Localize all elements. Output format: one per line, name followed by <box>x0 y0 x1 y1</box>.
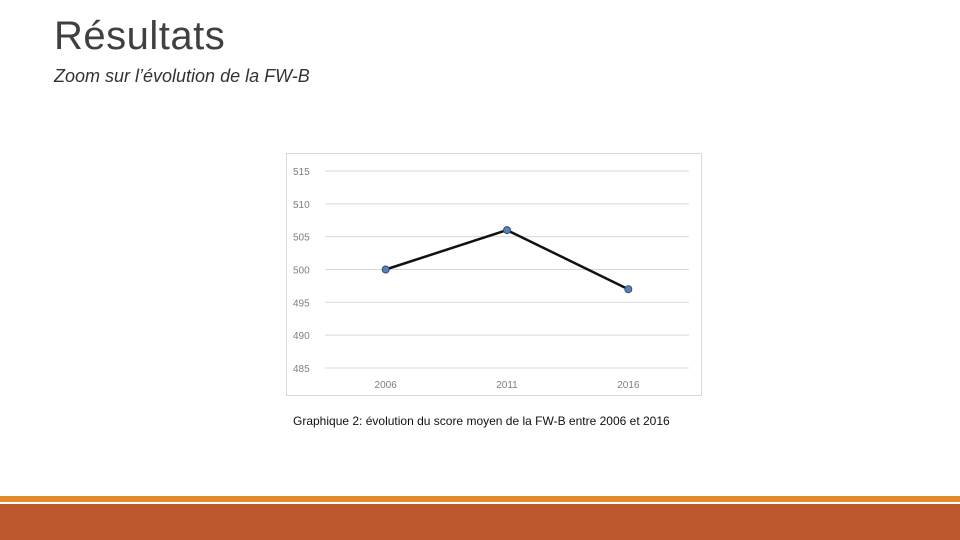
slide-title: Résultats <box>54 14 226 58</box>
y-tick-label: 500 <box>293 266 310 277</box>
y-tick-label: 495 <box>293 298 310 309</box>
y-tick-label: 485 <box>293 364 310 375</box>
y-tick-label: 515 <box>293 167 310 178</box>
line-chart: 515 510 505 500 495 490 485 2006 2011 2016 <box>293 167 689 391</box>
y-tick-label: 490 <box>293 331 310 342</box>
data-point <box>381 265 390 274</box>
footer-accent-bar <box>0 504 960 540</box>
x-tick-label: 2016 <box>617 380 640 391</box>
chart-caption: Graphique 2: évolution du score moyen de… <box>293 414 670 428</box>
series-line <box>385 228 629 291</box>
chart-frame: 515 510 505 500 495 490 485 2006 2011 2016 <box>286 153 702 396</box>
slide-subtitle: Zoom sur l’évolution de la FW-B <box>54 66 310 86</box>
data-point <box>503 226 511 235</box>
data-point <box>624 285 633 294</box>
x-tick-label: 2006 <box>375 380 398 391</box>
footer-accent-line <box>0 496 960 502</box>
y-tick-label: 505 <box>293 233 310 244</box>
y-tick-label: 510 <box>293 200 310 211</box>
x-tick-label: 2011 <box>496 380 518 391</box>
